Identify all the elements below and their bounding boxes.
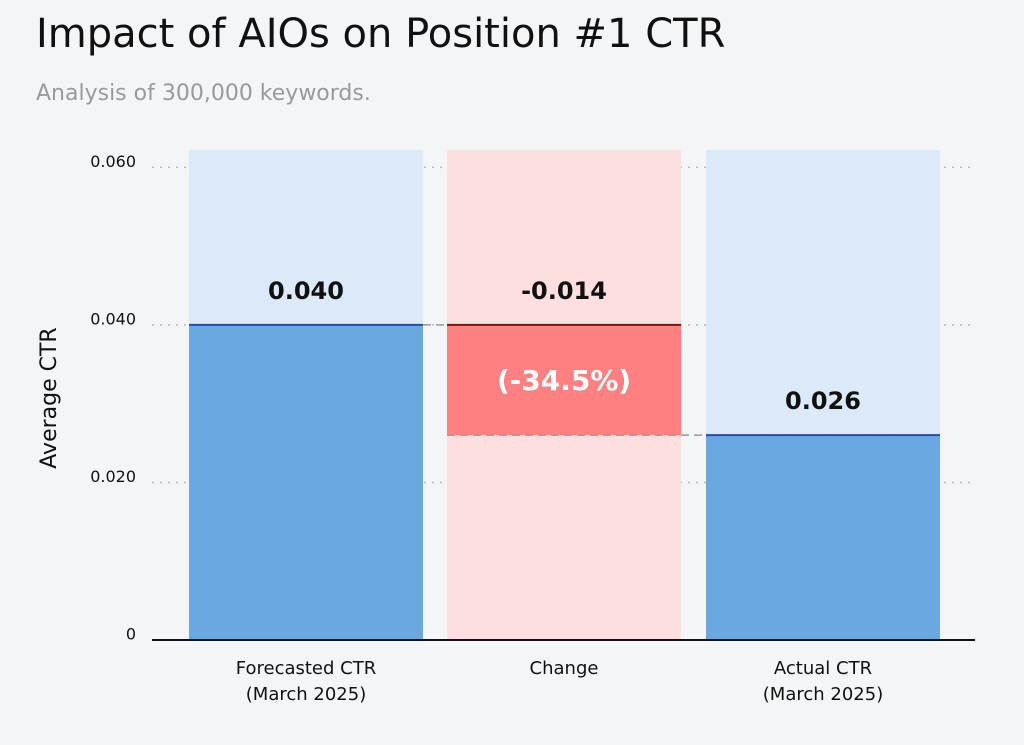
value-label: 0.040 (268, 277, 344, 305)
bar (706, 435, 940, 640)
x-tick-label: Change (529, 658, 599, 679)
bar (189, 324, 423, 640)
y-tick-label: 0.060 (90, 152, 136, 171)
bar (447, 324, 681, 436)
chart-subtitle: Analysis of 300,000 keywords. (36, 81, 371, 106)
y-axis-label: Average CTR (37, 327, 62, 468)
y-tick-label: 0.020 (90, 467, 136, 486)
value-label: -0.014 (521, 277, 607, 305)
y-tick-label: 0.040 (90, 309, 136, 328)
chart-title: Impact of AIOs on Position #1 CTR (36, 11, 725, 57)
value-label: 0.026 (785, 387, 861, 415)
y-tick-label: 0 (126, 625, 136, 644)
x-tick-label: Actual CTR (March 2025) (762, 658, 884, 705)
x-tick-label: Forecasted CTR (March 2025) (235, 658, 377, 705)
change-annotation: (-34.5%) (497, 364, 631, 397)
